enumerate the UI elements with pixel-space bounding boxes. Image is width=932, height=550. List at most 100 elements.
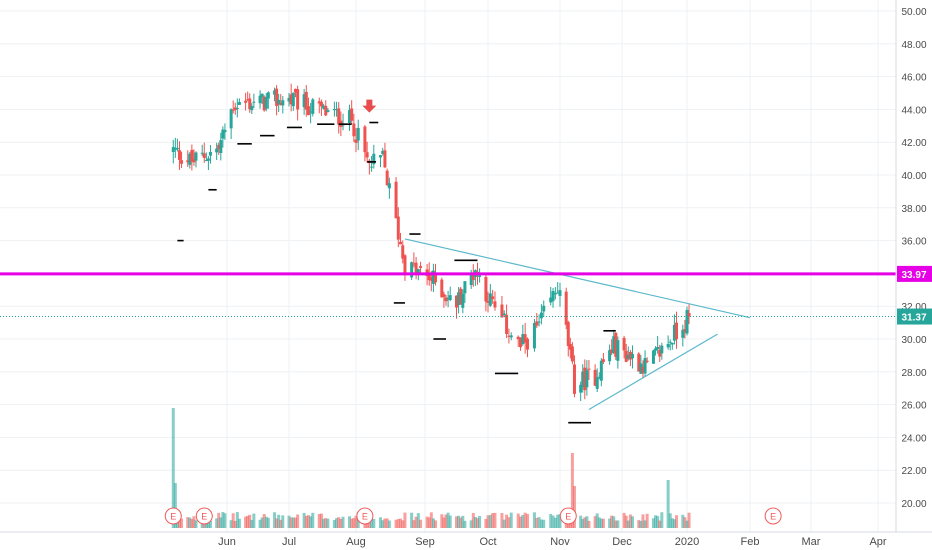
volume-bar	[556, 514, 560, 528]
volume-bar	[385, 518, 389, 528]
earnings-marker-icon[interactable]	[195, 507, 213, 525]
candlesticks	[171, 83, 691, 402]
volume-bar	[457, 515, 461, 528]
volume-bar	[194, 520, 198, 528]
volume-bar	[427, 517, 431, 528]
candle-body	[363, 126, 367, 153]
candle-body	[231, 109, 235, 111]
candle-body	[190, 149, 194, 162]
trend-and-level-lines[interactable]	[0, 238, 896, 411]
candle-body	[442, 294, 446, 297]
volume-bar	[549, 513, 553, 528]
volume-bar	[558, 514, 562, 528]
volume-bar	[190, 518, 194, 528]
volume-bar	[654, 515, 658, 528]
volume-bar	[431, 518, 435, 528]
candle-body	[616, 340, 620, 361]
volume-bar	[505, 514, 509, 528]
candle-body	[348, 110, 352, 123]
volume-bar	[585, 516, 589, 528]
candle-body	[429, 277, 433, 281]
time-tick-label: Aug	[346, 536, 366, 548]
candle-body	[208, 151, 212, 156]
volume-bar	[287, 515, 291, 528]
volume-bar	[658, 520, 662, 528]
volume-bar	[429, 512, 433, 528]
candle-body	[177, 150, 181, 160]
candle-body	[302, 94, 306, 108]
volume-bar	[645, 513, 649, 528]
candle-body	[670, 343, 674, 345]
volume-bar	[394, 519, 398, 528]
volume-bar	[444, 514, 448, 528]
volume-bar	[442, 517, 446, 528]
earnings-marker-label: E	[170, 512, 176, 522]
candle-body	[229, 109, 233, 129]
candle-body	[641, 366, 645, 374]
candle-body	[608, 350, 612, 362]
price-tick-label: 28.00	[901, 368, 926, 379]
time-axis[interactable]: Jun Jul Aug Sep Oct Nov Dec 2020 Feb Mar Apr	[218, 536, 887, 548]
candle-body	[206, 158, 210, 161]
volume-bar	[637, 520, 641, 528]
time-tick-label: 2020	[675, 536, 699, 548]
candle-body	[505, 314, 509, 334]
volume-bar	[666, 480, 670, 528]
volume-bar	[521, 514, 525, 528]
volume-bar	[401, 520, 405, 528]
volume-bar	[229, 520, 233, 528]
volume-bar	[293, 517, 297, 528]
volume-bar	[188, 517, 192, 528]
earnings-marker-label: E	[770, 512, 776, 522]
candle-body	[654, 348, 658, 351]
candle-body	[568, 343, 572, 350]
volume-bar	[551, 515, 555, 528]
volume-bar	[258, 519, 262, 528]
candle-body	[235, 107, 239, 109]
volume-bar	[326, 518, 330, 528]
candle-body	[317, 101, 321, 104]
volume-bar	[416, 513, 420, 528]
candle-body	[322, 105, 326, 109]
earnings-marker-icon[interactable]	[356, 507, 374, 525]
price-axis[interactable]: 20.0022.0024.0026.0028.0030.0032.0034.00…	[901, 7, 926, 510]
volume-bar	[410, 512, 414, 528]
candle-body	[289, 94, 293, 105]
earnings-marker-icon[interactable]	[164, 507, 182, 525]
volume-bar	[252, 513, 256, 528]
price-tick-label: 32.00	[901, 302, 926, 313]
candle-body	[612, 336, 616, 353]
price-tick-label: 24.00	[901, 433, 926, 444]
volume-bar	[455, 516, 458, 528]
candle-body	[401, 245, 405, 259]
volume-bar	[337, 517, 341, 528]
volume-bar	[296, 514, 300, 528]
candle-body	[293, 88, 297, 93]
earnings-marker-icon[interactable]	[559, 507, 577, 525]
volume-bar	[277, 514, 281, 528]
price-tick-label: 46.00	[901, 73, 926, 84]
volume-bar	[332, 519, 336, 528]
candle-body	[539, 312, 543, 319]
candle-body	[519, 337, 523, 348]
candle-body	[275, 88, 279, 106]
candle-body	[410, 262, 414, 278]
candle-body	[448, 295, 452, 301]
earnings-marker-label: E	[362, 512, 368, 522]
time-tick-label: Jun	[218, 536, 236, 548]
volume-bar	[469, 520, 473, 528]
price-tick-label: 22.00	[901, 466, 926, 477]
time-tick-label: Dec	[612, 536, 632, 548]
volume-bar	[622, 512, 626, 528]
earnings-marker-icon[interactable]	[764, 507, 782, 525]
volume-bar	[273, 512, 277, 528]
candle-body	[171, 147, 175, 153]
candle-body	[656, 346, 660, 350]
volume-bar	[186, 517, 190, 528]
earnings-marker-label: E	[201, 512, 207, 522]
volume-bar	[626, 520, 630, 528]
candle-body	[287, 97, 291, 102]
candle-body	[593, 369, 597, 386]
